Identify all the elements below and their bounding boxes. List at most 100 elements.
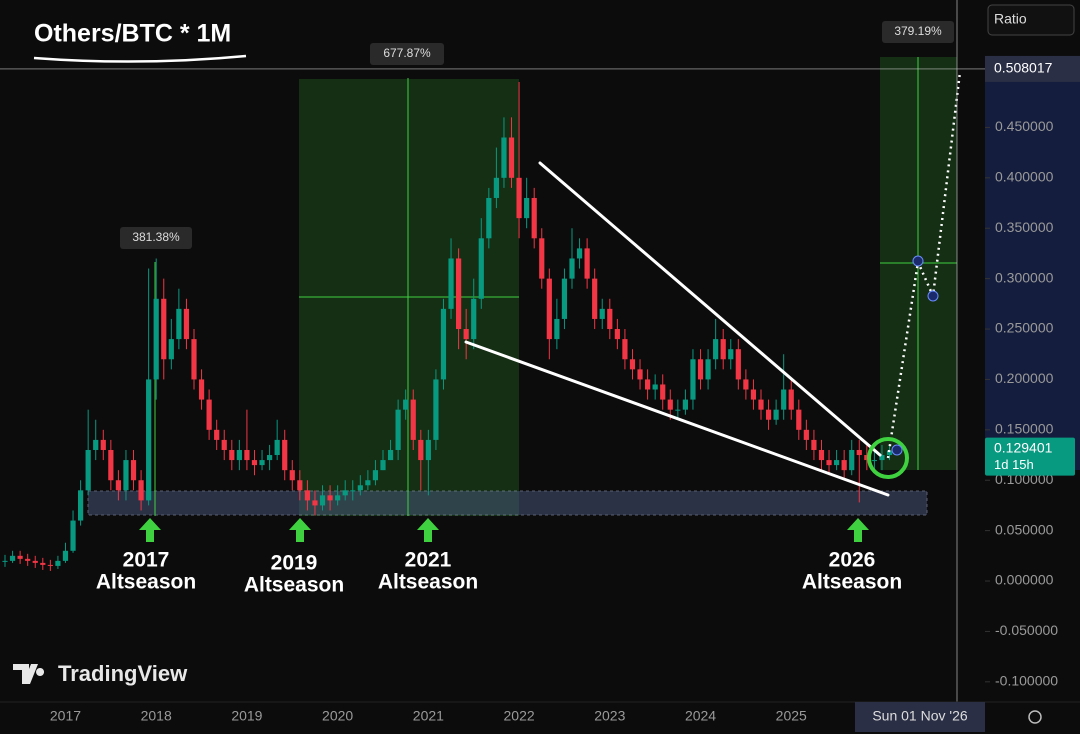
candle-body xyxy=(660,384,666,400)
candle-body xyxy=(645,379,651,390)
candle-body xyxy=(705,359,711,380)
brand-name: TradingView xyxy=(58,661,188,686)
candle-body xyxy=(9,555,16,561)
candle-body xyxy=(418,439,424,461)
candle-body xyxy=(879,455,885,461)
candle-body xyxy=(297,480,303,491)
candle-body xyxy=(251,460,258,466)
candle-body xyxy=(864,455,870,461)
altseason-label: Altseason xyxy=(244,574,344,597)
candle-body xyxy=(524,197,530,219)
candle-body xyxy=(372,470,379,481)
candle-body xyxy=(471,298,477,340)
y-tick-label: 0.050000 xyxy=(995,521,1054,537)
candle-body xyxy=(501,137,507,178)
candle-body xyxy=(206,399,212,430)
candle-body xyxy=(508,137,515,178)
candle-body xyxy=(395,409,401,450)
candle-body xyxy=(682,399,688,410)
candle-body xyxy=(834,460,840,466)
candle-body xyxy=(130,460,137,481)
candle-body xyxy=(720,339,726,360)
x-tick-label: 2020 xyxy=(322,708,353,724)
candle-body xyxy=(183,308,190,340)
candle-body xyxy=(758,399,764,410)
chart-title: Others/BTC * 1M xyxy=(34,20,231,48)
settings-icon[interactable] xyxy=(1028,710,1042,724)
candle-body xyxy=(713,339,719,360)
candle-body xyxy=(221,439,227,450)
candle-body xyxy=(85,449,91,491)
candle-body xyxy=(629,359,636,370)
altseason-label: Altseason xyxy=(802,571,902,594)
candle-body xyxy=(153,298,159,380)
candle-body xyxy=(456,258,462,330)
candle-body xyxy=(728,349,734,360)
price-range-panel xyxy=(985,80,1080,470)
candle-body xyxy=(667,399,673,410)
candles xyxy=(2,82,893,571)
measure-label-box xyxy=(370,43,444,65)
candle-body xyxy=(871,460,877,462)
candle-body xyxy=(637,369,643,380)
candle-body xyxy=(100,439,106,450)
scale-button[interactable] xyxy=(987,4,1075,36)
candle-body xyxy=(229,449,235,461)
candle-body xyxy=(675,409,681,411)
candle-body xyxy=(115,480,121,491)
candle-body xyxy=(267,455,273,461)
candle-body xyxy=(773,409,779,420)
candle-body xyxy=(811,439,817,450)
candle-body xyxy=(244,449,250,461)
candle-body xyxy=(599,308,605,319)
candle-body xyxy=(841,460,847,471)
candle-body xyxy=(410,399,416,440)
candle-body xyxy=(40,562,46,565)
y-tick-label: 0.350000 xyxy=(995,219,1054,235)
candle-body xyxy=(516,177,522,219)
altseason-arrows xyxy=(139,518,869,542)
candle-body xyxy=(25,558,31,561)
last-price-box xyxy=(985,437,1075,476)
candle-body xyxy=(123,460,129,491)
y-tick-label: -0.100000 xyxy=(995,673,1058,689)
candle-body xyxy=(849,449,855,471)
measure-label: 381.38% xyxy=(132,230,180,244)
y-tick-label: 0.150000 xyxy=(995,421,1054,437)
crosshair-price-box xyxy=(985,55,1080,82)
candle-body xyxy=(607,308,613,330)
candle-body xyxy=(55,560,61,566)
x-tick-label: 2021 xyxy=(413,708,444,724)
y-tick-label: 0.400000 xyxy=(995,169,1054,185)
candle-body xyxy=(403,399,409,410)
candle-body xyxy=(191,339,197,380)
candle-body xyxy=(826,460,832,466)
candle-body xyxy=(236,449,242,461)
candle-body xyxy=(652,384,658,390)
candle-body xyxy=(282,439,288,471)
brand: TradingView xyxy=(13,661,188,686)
measure-label-box xyxy=(882,21,954,43)
candle-body xyxy=(569,258,575,279)
x-tick-label: 2023 xyxy=(594,708,625,724)
wedge xyxy=(464,161,890,497)
candle-body xyxy=(357,485,363,491)
candle-body xyxy=(138,480,144,501)
candle-body xyxy=(365,480,371,486)
scale-label[interactable]: Ratio xyxy=(994,11,1027,27)
candle-body xyxy=(198,379,205,400)
candle-body xyxy=(62,550,69,561)
crosshair-date: Sun 01 Nov '26 xyxy=(872,708,968,724)
candle-body xyxy=(796,409,802,430)
candle-body xyxy=(735,349,741,380)
crosshair-date-box xyxy=(855,702,985,732)
candle-body xyxy=(350,490,356,492)
candle-body xyxy=(78,490,84,521)
last-price: 0.129401 xyxy=(994,439,1053,455)
candle-body xyxy=(448,258,454,309)
altseason-year: 2019 xyxy=(271,552,318,575)
candle-body xyxy=(554,318,560,340)
candle-body xyxy=(743,379,749,390)
projection-path xyxy=(886,71,962,459)
